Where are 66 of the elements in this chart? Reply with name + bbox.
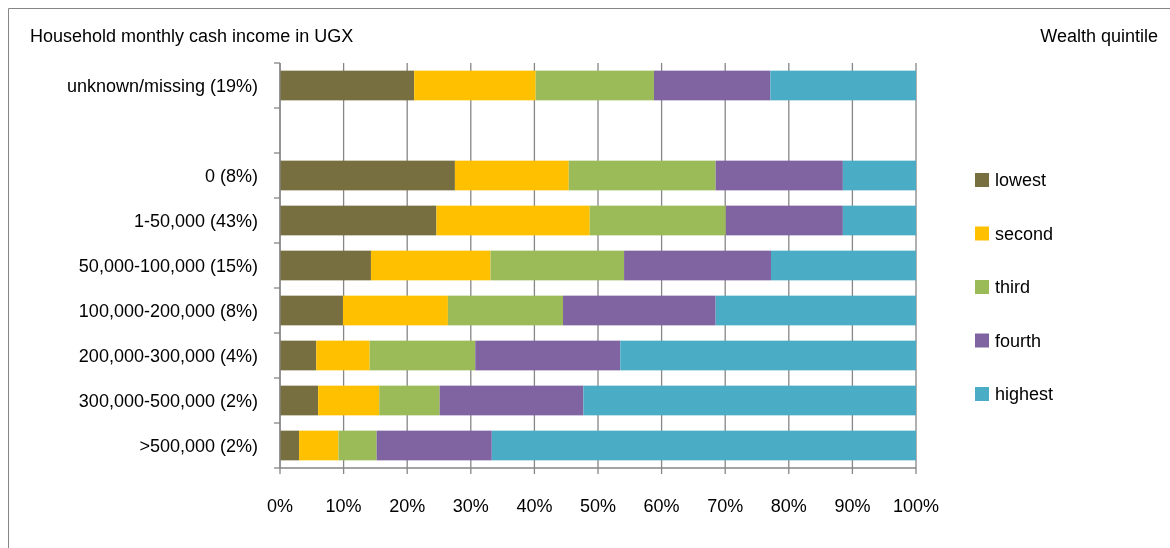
bar: [624, 250, 771, 281]
bar: [414, 70, 536, 101]
y-tick-label: 50,000-100,000 (15%): [78, 255, 258, 276]
bar: [491, 430, 916, 461]
bar: [447, 295, 564, 326]
chart-title: Household monthly cash income in UGX: [30, 26, 354, 46]
x-tick-label: 40%: [516, 496, 553, 516]
bar: [653, 70, 771, 101]
legend-title: Wealth quintile: [1040, 26, 1158, 46]
bar: [370, 250, 491, 281]
bar: [280, 430, 300, 461]
x-tick-label: 90%: [834, 496, 871, 516]
bar: [299, 430, 339, 461]
bar: [316, 340, 370, 371]
bar: [583, 385, 916, 416]
legend-label: third: [995, 277, 1031, 297]
legend-label: fourth: [995, 330, 1042, 351]
bar: [342, 295, 448, 326]
y-tick-label: 200,000-300,000 (4%): [78, 345, 258, 366]
bar: [842, 205, 916, 236]
y-tick-label: unknown/missing (19%): [66, 75, 258, 96]
bar: [715, 295, 916, 326]
bar: [379, 385, 440, 416]
legend-label: highest: [995, 384, 1054, 404]
x-tick-label: 30%: [452, 496, 489, 516]
bar: [376, 430, 492, 461]
x-tick-label: 80%: [770, 496, 807, 516]
bar: [280, 340, 317, 371]
x-tick-label: 0%: [266, 496, 294, 516]
bar: [318, 385, 380, 416]
legend-label: lowest: [995, 170, 1047, 190]
bar: [280, 295, 343, 326]
x-tick-label: 100%: [892, 496, 940, 516]
bar: [770, 250, 916, 281]
bar: [725, 205, 843, 236]
x-tick-label: 50%: [579, 496, 617, 516]
bar: [338, 430, 377, 461]
bar: [535, 70, 654, 101]
x-tick-label: 10%: [325, 496, 362, 516]
x-tick-label: 70%: [707, 496, 744, 516]
bar: [563, 295, 716, 326]
bar: [280, 385, 319, 416]
bar: [770, 70, 916, 101]
bar: [589, 205, 726, 236]
bar: [620, 340, 916, 371]
bar: [439, 385, 584, 416]
bar: [369, 340, 476, 371]
bar: [842, 160, 916, 191]
x-tick-label: 60%: [643, 496, 680, 516]
bar: [715, 160, 843, 191]
bar: [454, 160, 569, 191]
x-tick-label: 20%: [389, 496, 426, 516]
bar: [490, 250, 625, 281]
bar: [436, 205, 590, 236]
y-tick-label: 1-50,000 (43%): [133, 210, 258, 231]
bar: [280, 160, 455, 191]
bar: [280, 70, 415, 101]
legend-label: second: [995, 223, 1054, 244]
y-tick-label: 0 (8%): [204, 165, 258, 186]
y-tick-label: 300,000-500,000 (2%): [78, 390, 258, 411]
bar: [280, 205, 437, 236]
y-tick-label: >500,000 (2%): [139, 435, 258, 456]
bar: [568, 160, 716, 191]
bar: [475, 340, 621, 371]
y-tick-label: 100,000-200,000 (8%): [78, 300, 258, 321]
bar: [280, 250, 371, 281]
